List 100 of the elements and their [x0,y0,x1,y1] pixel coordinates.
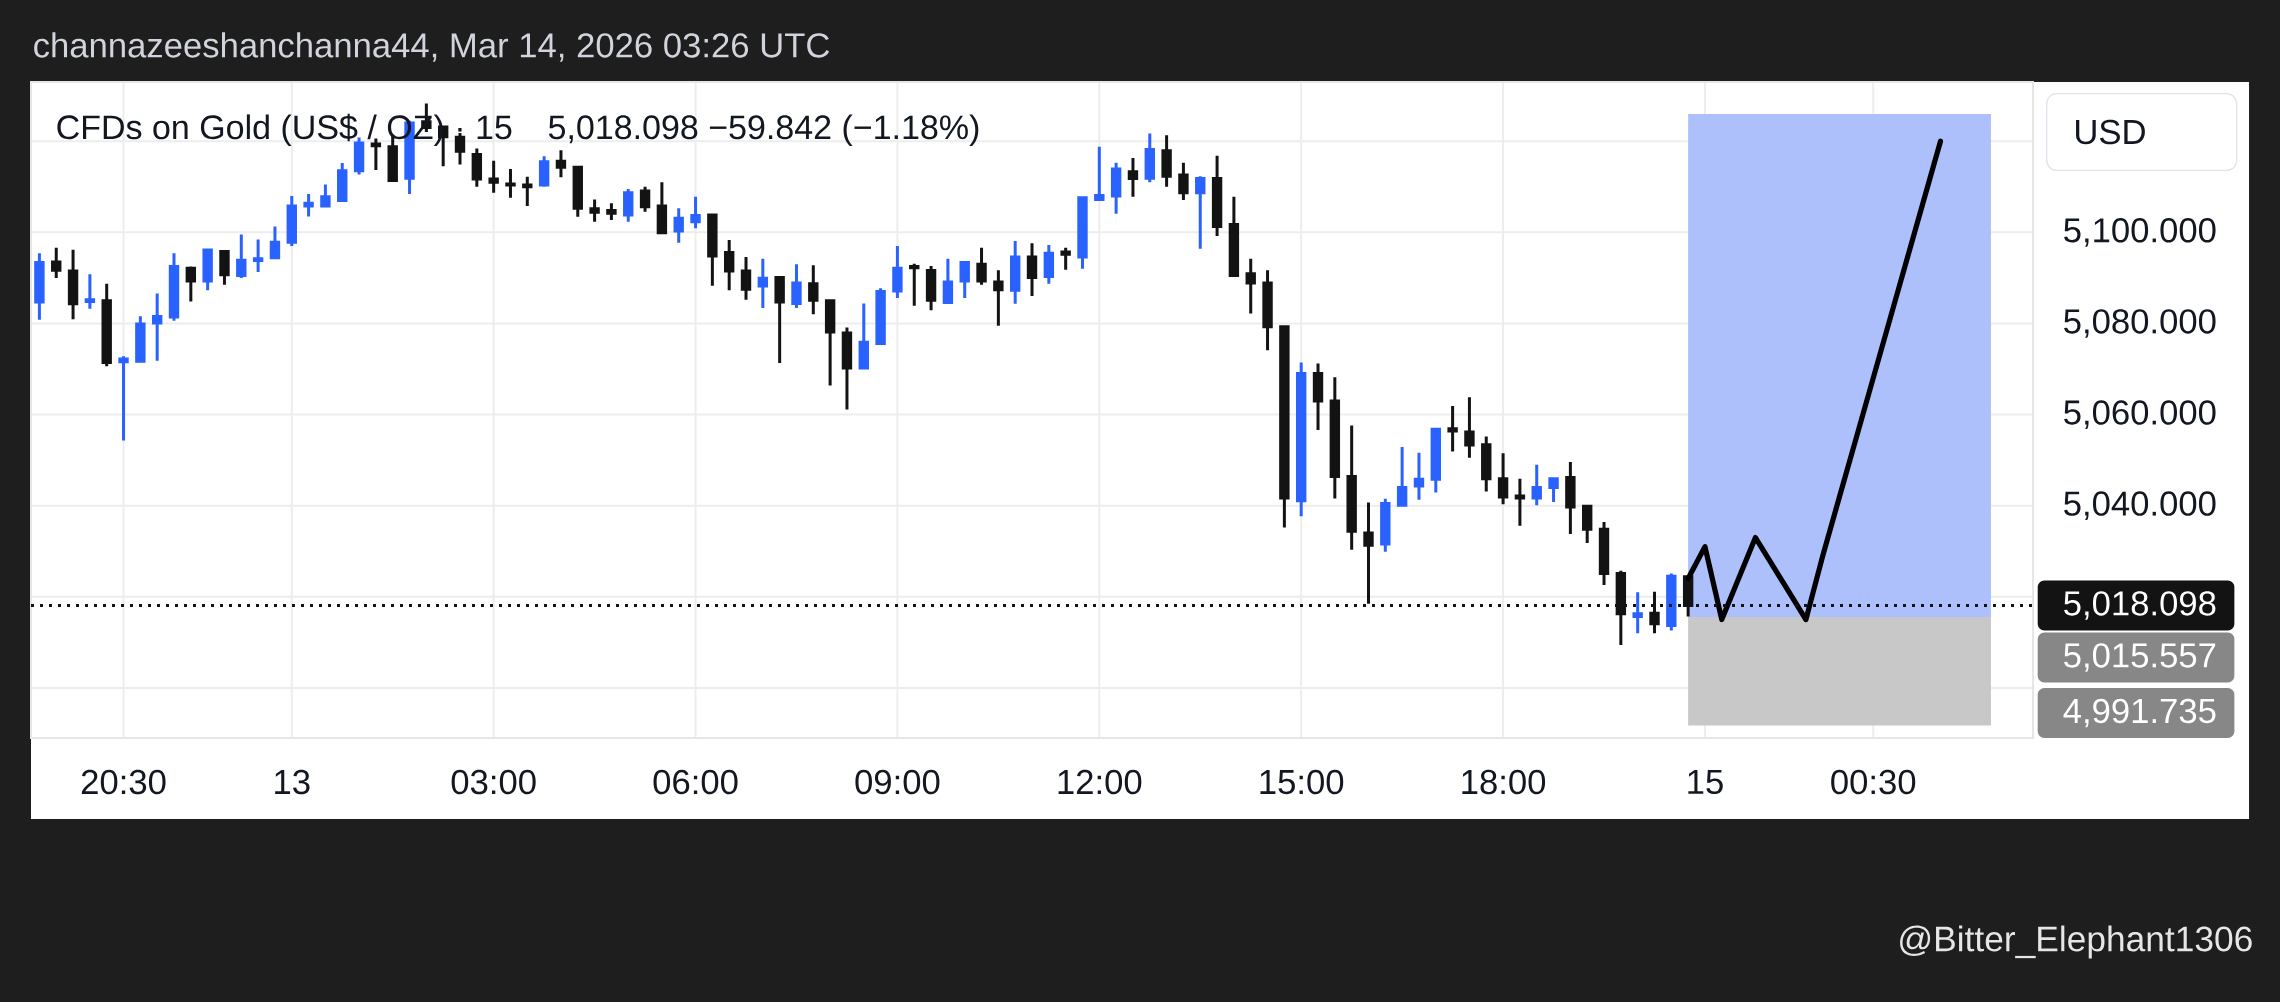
x-tick-label: 00:30 [1831,769,1916,795]
candlestick [841,327,853,410]
ref-line-label: 5,018.098 [2064,591,2216,620]
text: @Bitter_Elephant1306 [1900,925,2252,959]
candlestick [454,133,466,165]
x-tick-label: 15 [1688,769,1723,795]
y-tick-label: 5,040.000 [2064,491,2216,520]
candlestick [959,260,970,298]
x-tick-label: 06:00 [653,769,738,795]
y-tick-label: 5,060.000 [2064,400,2216,429]
candlestick [252,239,264,272]
candlestick [1598,522,1610,585]
candlestick [623,189,634,222]
candlestick [471,148,483,187]
candlestick [118,356,129,441]
candlestick [219,249,230,285]
candlestick [673,208,684,243]
candlestick [51,247,62,278]
candlestick [1413,452,1425,500]
candlestick [370,138,382,170]
candlestick [656,182,668,235]
y-tick-label: 5,100.000 [2064,218,2216,247]
candlestick [303,194,314,217]
candlestick [1666,573,1677,631]
candlestick [1346,425,1357,550]
candlestick [909,263,920,306]
candlestick [690,196,701,229]
candlestick [1060,247,1071,270]
candlestick [1514,478,1526,526]
candlestick [1481,436,1492,492]
candlestick [858,303,869,370]
candlestick [639,186,651,212]
candlestick [976,247,987,285]
candlestick [1127,158,1139,197]
candlestick [1363,502,1374,604]
y-tick-label: 5,080.000 [2064,309,2216,338]
text: 5,018.098 −59.842 (−1.18%) [548,114,979,147]
candlestick [808,265,819,315]
candlestick [34,253,45,320]
x-tick-label: 18:00 [1462,769,1546,795]
candlestick [488,160,499,193]
candlestick [1312,363,1324,431]
candlestick [1077,196,1088,269]
candlestick [269,226,281,260]
candlestick [606,203,617,221]
candlestick [589,199,600,222]
candlestick [1211,155,1223,236]
candlestick [1279,325,1290,528]
candlestick [1094,146,1105,202]
candlestick [1161,135,1172,187]
candlestick [505,169,516,198]
candlestick [1329,377,1341,499]
candlestick [286,195,297,246]
candlestick [1026,243,1038,297]
candlestick [1195,176,1206,249]
candlestick [1464,397,1475,458]
candlestick [707,213,718,286]
candlestick [1178,162,1189,200]
x-tick-label: 12:00 [1058,769,1142,795]
candlestick [1245,258,1256,314]
candlestick [202,248,213,291]
candlestick [875,288,886,345]
candlestick [1043,245,1055,284]
band-label: 4,991.735 [2063,698,2216,728]
y-axis-title: USD [2076,119,2145,145]
candlestick [151,293,163,361]
candlestick [1582,504,1593,544]
x-tick-label: 20:30 [81,769,166,795]
candlestick [740,256,752,300]
candlestick [1447,405,1458,452]
candlestick [942,258,954,304]
candlestick [185,266,197,302]
candlestick [1262,270,1273,351]
candlestick [774,275,785,364]
x-tick-label: 03:00 [451,769,536,795]
candlestick [1009,240,1021,304]
candlestick [522,176,533,206]
candlestick [1565,461,1576,534]
candlestick [1144,133,1155,183]
candlestick [1531,464,1542,506]
x-tick-label: 13 [275,769,310,795]
candlestick [168,253,180,321]
x-tick-label: 09:00 [855,769,940,795]
candlestick [1497,453,1509,505]
candlestick [135,316,146,363]
candlestick [1632,592,1643,634]
candlestick [555,150,567,178]
band-label: 5,015.557 [2064,643,2216,672]
candlestick [1396,446,1408,507]
candlestick [723,240,735,291]
candlestick [67,249,79,320]
candlestick [84,274,96,309]
candlestick [1228,196,1240,278]
candlestick [1380,498,1391,552]
candlestick [892,246,903,298]
candlestick [791,264,802,308]
candlestick [925,266,937,311]
x-tick-label: 15:00 [1260,769,1344,795]
candlestick [236,234,247,278]
candlestick [1548,477,1559,503]
